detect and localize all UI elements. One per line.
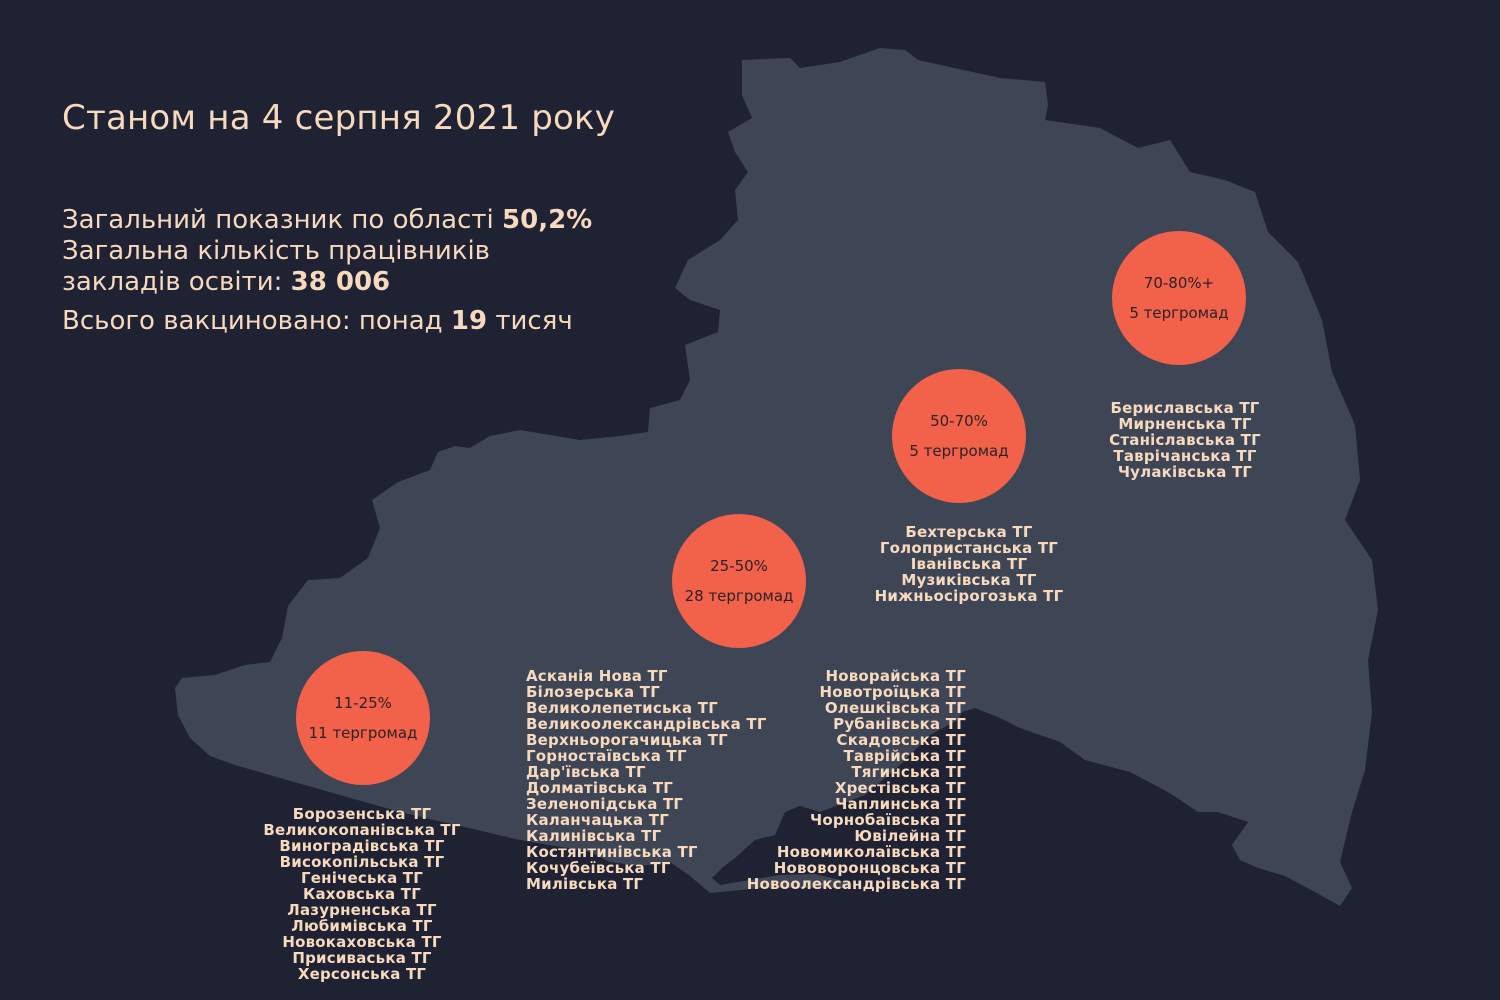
community-item: Музиківська ТГ <box>901 571 1037 589</box>
group-range-label: 70-80%+ <box>1143 274 1215 292</box>
community-item: Великокопанівська ТГ <box>263 821 461 839</box>
community-item: Каховська ТГ <box>303 885 421 903</box>
community-item: Бехтерська ТГ <box>905 523 1033 541</box>
community-item: Зеленопідська ТГ <box>526 795 684 813</box>
community-item: Лазурненська ТГ <box>287 901 437 919</box>
community-item: Новокаховська ТГ <box>282 933 442 951</box>
community-item: Дар'ївська ТГ <box>526 763 646 781</box>
group-range-label: 11-25% <box>334 694 392 712</box>
community-item: Чорнобаївська ТГ <box>810 811 966 829</box>
vaccinated-value: 19 <box>450 306 488 336</box>
community-item: Білозерська ТГ <box>526 683 660 701</box>
stat-vaccinated: Всього вакциновано: понад 19 тисяч <box>62 306 573 336</box>
community-item: Скадовська ТГ <box>836 731 966 749</box>
community-item: Хрестівська ТГ <box>834 779 966 797</box>
group-count-label: 5 тергромад <box>1129 304 1229 322</box>
community-item: Великоолександрівська ТГ <box>526 715 767 733</box>
community-item: Новоолександрівська ТГ <box>746 875 966 893</box>
community-item: Верхньорогачицька ТГ <box>526 731 728 749</box>
community-item: Чаплинська ТГ <box>835 795 966 813</box>
group-count-label: 28 тергромад <box>684 587 794 605</box>
community-item: Таврічанська ТГ <box>1113 447 1257 465</box>
community-item: Новотроїцька ТГ <box>819 683 966 701</box>
group-range-label: 50-70% <box>930 412 988 430</box>
community-item: Новомиколаївська ТГ <box>776 843 966 861</box>
community-item: Високопільська ТГ <box>279 853 445 871</box>
group-range-label: 25-50% <box>710 557 768 575</box>
community-item: Нововоронцовська ТГ <box>773 859 966 877</box>
staff-count-value: 38 006 <box>290 267 391 297</box>
stat-overall-rate: Загальний показник по області 50,2% <box>62 205 593 235</box>
community-item: Нижньосірогозька ТГ <box>874 587 1064 605</box>
overall-rate-value: 50,2% <box>502 205 593 235</box>
community-item: Олешківська ТГ <box>824 699 966 717</box>
community-item: Горностаївська ТГ <box>526 747 687 765</box>
community-item: Борозенська ТГ <box>292 805 432 823</box>
community-item: Рубанівська ТГ <box>833 715 966 733</box>
group-bubble-11-25: 11-25% 11 тергромад <box>296 651 430 785</box>
group-count-label: 5 тергромад <box>909 442 1009 460</box>
group-bubble-25-50: 25-50% 28 тергромад <box>672 514 806 648</box>
community-item: Кочубеївська ТГ <box>526 859 671 877</box>
region-shape <box>175 48 1378 906</box>
community-item: Асканія Нова ТГ <box>526 667 668 685</box>
stat-staff-count: закладів освіти: 38 006 <box>62 267 391 297</box>
page-title: Станом на 4 серпня 2021 року <box>62 98 616 138</box>
community-item: Голопристанська ТГ <box>879 539 1059 557</box>
community-item: Генічеська ТГ <box>301 869 423 887</box>
stat-staff-count-label: Загальна кількість працівників <box>62 236 490 266</box>
community-list-25-50-right: Новорайська ТГ Новотроїцька ТГ Олешківсь… <box>700 668 966 892</box>
community-item: Мирненська ТГ <box>1118 415 1252 433</box>
community-item: Ювілейна ТГ <box>854 827 966 845</box>
community-item: Бериславська ТГ <box>1110 399 1260 417</box>
summary-stats: Загальний показник по області 50,2% Зага… <box>62 205 662 337</box>
community-item: Виноградівська ТГ <box>279 837 445 855</box>
community-item: Іванівська ТГ <box>910 555 1028 573</box>
group-bubble-70-80: 70-80%+ 5 тергромад <box>1112 231 1246 365</box>
community-item: Таврійська ТГ <box>843 747 966 765</box>
community-item: Херсонська ТГ <box>297 965 427 983</box>
community-item: Долматівська ТГ <box>526 779 674 797</box>
community-item: Костянтинівська ТГ <box>526 843 698 861</box>
group-bubble-50-70: 50-70% 5 тергромад <box>892 369 1026 503</box>
community-item: Чулаківська ТГ <box>1117 463 1253 481</box>
community-list-25-50-left: Асканія Нова ТГ Білозерська ТГ Великолеп… <box>526 668 796 892</box>
community-item: Присиваська ТГ <box>292 949 432 967</box>
community-item: Тягинська ТГ <box>851 763 966 781</box>
community-item: Великолепетиська ТГ <box>526 699 718 717</box>
community-item: Любимівська ТГ <box>291 917 433 935</box>
community-item: Станіславська ТГ <box>1109 431 1261 449</box>
community-item: Калинівська ТГ <box>526 827 662 845</box>
community-item: Новорайська ТГ <box>825 667 966 685</box>
community-list-11-25: Борозенська ТГ Великокопанівська ТГ Вино… <box>242 806 482 982</box>
community-item: Милівська ТГ <box>526 875 644 893</box>
community-item: Каланчацька ТГ <box>526 811 669 829</box>
community-list-70-80: Бериславська ТГ Мирненська ТГ Станіславс… <box>1075 400 1295 480</box>
community-list-50-70: Бехтерська ТГ Голопристанська ТГ Іванівс… <box>849 524 1089 604</box>
group-count-label: 11 тергромад <box>308 724 418 742</box>
